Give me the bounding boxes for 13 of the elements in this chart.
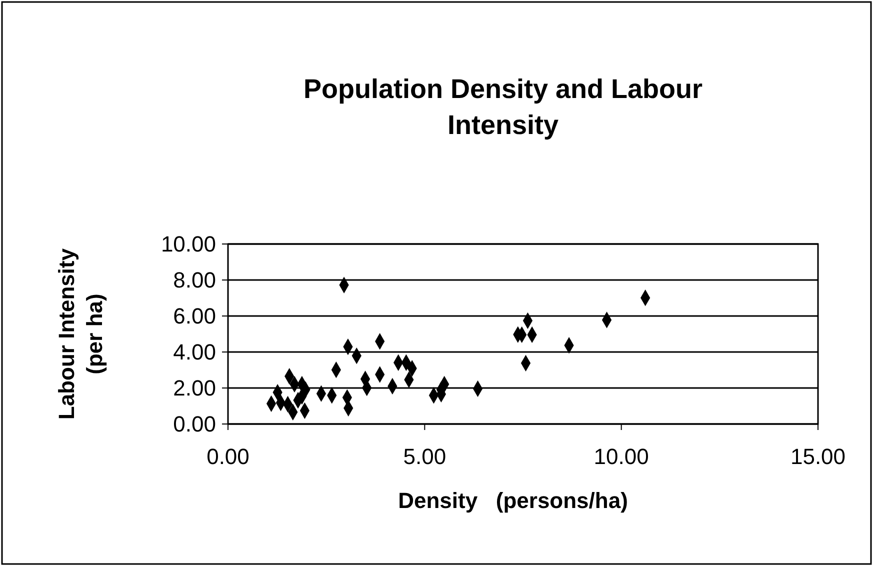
x-tick-label: 5.00 [403,444,446,469]
x-tick-label: 15.00 [790,444,846,469]
y-tick-label: 2.00 [173,376,216,401]
y-axis-title: Labour Intensity (per ha) [54,248,107,420]
y-tick-label: 8.00 [173,268,216,293]
y-tick-label: 0.00 [173,412,216,437]
x-axis-title: Density (persons/ha) [398,488,628,513]
y-tick-label: 6.00 [173,304,216,329]
x-tick-label: 0.00 [206,444,250,469]
x-tick-label: 10.00 [594,444,649,469]
y-tick-label: 4.00 [173,340,216,365]
y-tick-label: 10.00 [160,232,216,257]
chart-title: Population Density and Labour Intensity [303,74,703,140]
